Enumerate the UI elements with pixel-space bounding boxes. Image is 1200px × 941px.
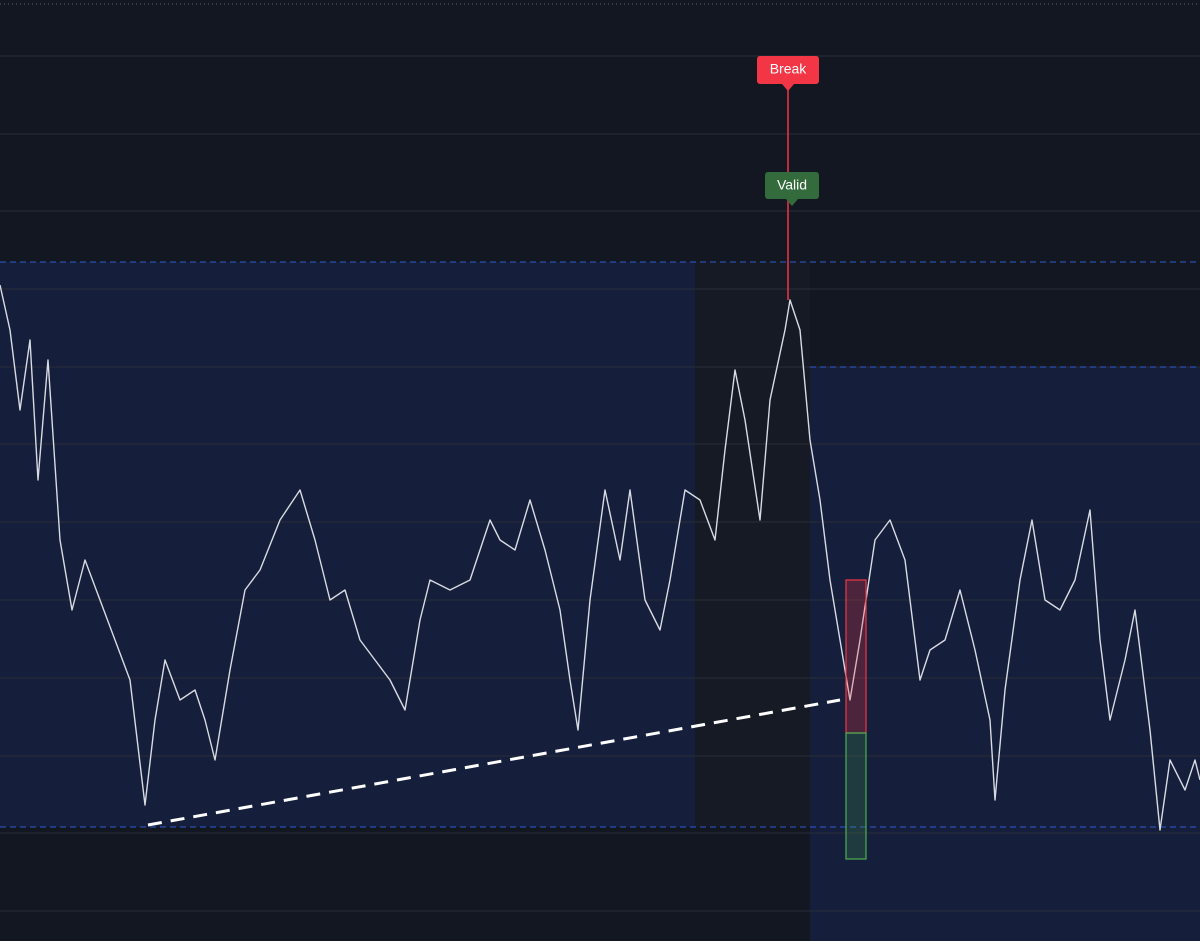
grid [0, 55, 1200, 912]
trendline [147, 698, 841, 827]
price-line [0, 284, 1200, 831]
gap-zone [695, 262, 810, 827]
break-text: Break [770, 61, 808, 77]
valid-text: Valid [777, 177, 807, 193]
target-box [845, 732, 867, 860]
range-zone [0, 262, 695, 827]
valid-label: Valid [765, 172, 819, 206]
stop-box [845, 579, 867, 734]
label-bg [757, 56, 819, 84]
range-zone [810, 367, 1200, 941]
label-pointer [782, 84, 794, 91]
label-bg [765, 172, 819, 199]
range-lines [0, 261, 1200, 828]
label-pointer [786, 199, 798, 206]
break-label: Break [757, 56, 819, 91]
